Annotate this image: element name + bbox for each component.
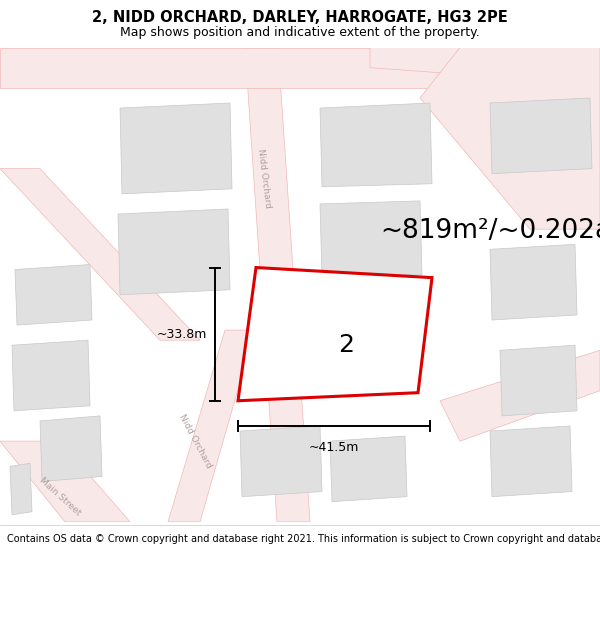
Polygon shape [240, 426, 322, 497]
Polygon shape [370, 48, 600, 169]
Text: ~819m²/~0.202ac.: ~819m²/~0.202ac. [380, 218, 600, 244]
Polygon shape [0, 169, 200, 340]
Polygon shape [40, 416, 102, 481]
Polygon shape [15, 264, 92, 325]
Polygon shape [238, 268, 432, 401]
Text: Map shows position and indicative extent of the property.: Map shows position and indicative extent… [120, 26, 480, 39]
Polygon shape [330, 436, 407, 502]
Polygon shape [320, 103, 432, 187]
Text: ~41.5m: ~41.5m [309, 441, 359, 454]
Polygon shape [120, 103, 232, 194]
Polygon shape [490, 98, 592, 174]
Text: ~33.8m: ~33.8m [157, 328, 207, 341]
Polygon shape [0, 48, 600, 88]
Polygon shape [490, 426, 572, 497]
Text: Nidd Orchard: Nidd Orchard [177, 412, 213, 469]
Polygon shape [12, 340, 90, 411]
Polygon shape [420, 48, 600, 229]
Text: 2: 2 [338, 332, 354, 357]
Polygon shape [500, 345, 577, 416]
Polygon shape [320, 201, 422, 278]
Text: Nidd Orchard: Nidd Orchard [256, 149, 272, 209]
Text: Main Street: Main Street [38, 476, 82, 518]
Polygon shape [118, 209, 230, 295]
Polygon shape [10, 463, 32, 515]
Polygon shape [440, 350, 600, 441]
Text: 2, NIDD ORCHARD, DARLEY, HARROGATE, HG3 2PE: 2, NIDD ORCHARD, DARLEY, HARROGATE, HG3 … [92, 11, 508, 26]
Polygon shape [245, 48, 310, 522]
Polygon shape [168, 330, 255, 522]
Text: Contains OS data © Crown copyright and database right 2021. This information is : Contains OS data © Crown copyright and d… [7, 534, 600, 544]
Polygon shape [490, 244, 577, 320]
Polygon shape [0, 441, 130, 522]
